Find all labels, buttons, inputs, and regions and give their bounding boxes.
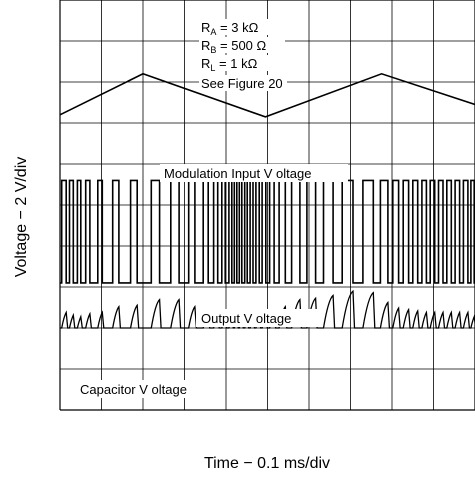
y-axis-label: Voltage − 2 V/div <box>13 157 30 278</box>
param-rl-text: RL = 1 kΩ <box>201 56 258 73</box>
modulation-label-text: Modulation Input V oltage <box>164 166 311 181</box>
param-rl: RL = 1 kΩ <box>199 55 271 73</box>
param-ra: RA = 3 kΩ <box>199 19 271 37</box>
output-trace <box>60 179 475 284</box>
traces <box>59 72 475 329</box>
output-label-bg <box>196 309 320 327</box>
capacitor-label-text: Capacitor V oltage <box>80 382 187 397</box>
modulation-label-bg <box>160 164 348 182</box>
param-rl-bg <box>199 55 271 71</box>
capacitor-label: Capacitor V oltage <box>75 380 213 398</box>
modulation-label: Modulation Input V oltage <box>160 164 348 182</box>
output-label-text: Output V oltage <box>201 311 291 326</box>
capacitor-label-bg <box>75 380 213 398</box>
output-label: Output V oltage <box>196 309 320 327</box>
param-rl-subscript: L <box>210 63 215 73</box>
param-rb-subscript: B <box>210 45 216 55</box>
modulation-trace <box>59 72 475 118</box>
param-figure: See Figure 20 <box>199 75 287 91</box>
param-ra-value: = 3 kΩ <box>216 20 258 35</box>
param-rl-value: = 1 kΩ <box>215 56 257 71</box>
param-rb: RB = 500 Ω <box>199 37 285 55</box>
param-ra-bg <box>199 19 271 35</box>
param-rl-symbol: R <box>201 56 210 71</box>
labels: RA = 3 kΩ RB = 500 Ω RL = 1 kΩ See Figur… <box>75 19 348 398</box>
param-ra-subscript: A <box>210 27 216 37</box>
capacitor-trace <box>60 289 475 329</box>
x-axis-label: Time − 0.1 ms/div <box>204 455 330 472</box>
param-ra-symbol: R <box>201 20 210 35</box>
param-rb-symbol: R <box>201 38 210 53</box>
param-rb-value: = 500 Ω <box>216 38 266 53</box>
param-ra-text: RA = 3 kΩ <box>201 20 259 37</box>
param-figure-ref: See Figure 20 <box>201 76 283 91</box>
param-rb-text: RB = 500 Ω <box>201 38 267 55</box>
param-rb-bg <box>199 37 285 53</box>
param-figure-bg <box>199 75 287 91</box>
